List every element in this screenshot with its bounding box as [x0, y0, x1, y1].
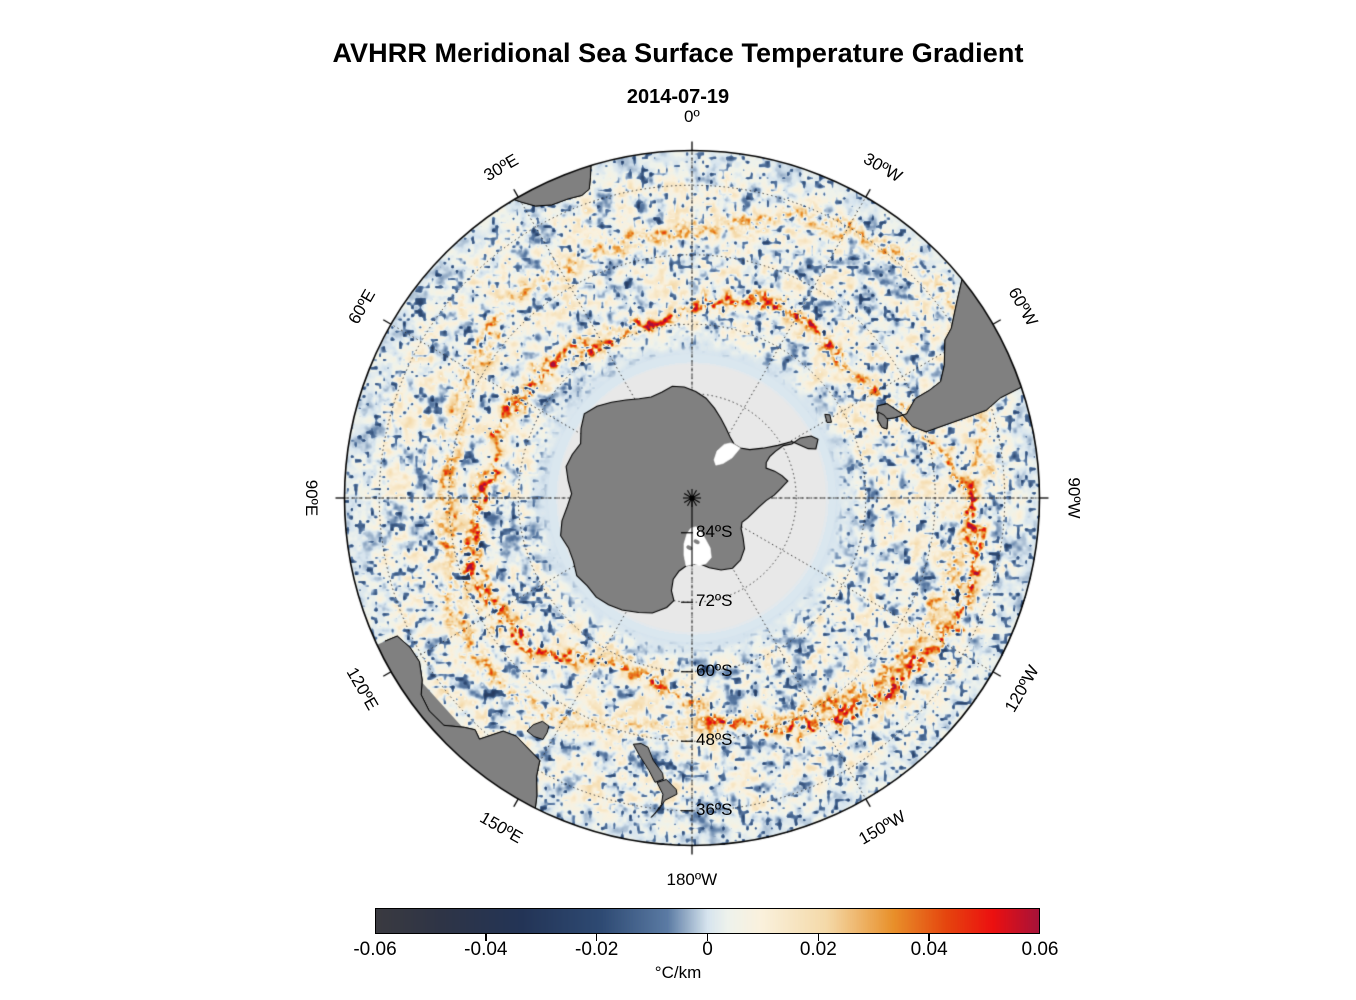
longitude-label: 0º — [684, 106, 700, 126]
colorbar-tick — [595, 934, 598, 941]
colorbar-tick-label: -0.02 — [575, 939, 619, 960]
colorbar-tick-label: 0 — [702, 939, 713, 960]
colorbar-tick — [485, 934, 487, 941]
colorbar-tick-label: 0.04 — [910, 939, 948, 960]
colorbar-tick-label: 0.06 — [1021, 939, 1059, 960]
latitude-label: 48ºS — [696, 730, 733, 750]
latitude-label: 84ºS — [696, 521, 733, 541]
longitude-label: 90ºW — [1064, 477, 1084, 519]
colorbar-unit-label: °C/km — [654, 963, 702, 982]
longitude-label: 180ºW — [666, 869, 718, 889]
colorbar-border — [375, 908, 1040, 934]
colorbar-gradient — [375, 908, 1040, 934]
latitude-label: 60ºS — [696, 660, 733, 680]
colorbar-tick-label: 0.02 — [799, 939, 837, 960]
colorbar-tick — [928, 934, 930, 941]
colorbar — [375, 908, 1040, 941]
colorbar-tick-label: -0.06 — [353, 939, 397, 960]
latitude-label: 36ºS — [696, 799, 733, 819]
colorbar-tick-label: -0.04 — [464, 939, 508, 960]
longitude-label: 90ºE — [301, 479, 321, 517]
colorbar-tick — [817, 934, 820, 941]
latitude-label: 72ºS — [696, 591, 733, 611]
colorbar-tick — [706, 934, 709, 941]
